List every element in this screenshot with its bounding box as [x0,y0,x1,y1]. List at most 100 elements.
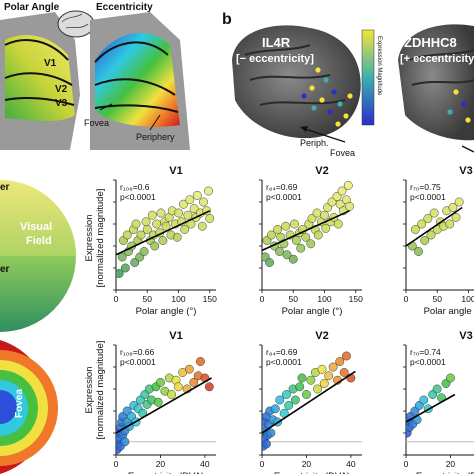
x-tick-label: 0 [260,459,265,469]
data-point [317,364,327,374]
data-point [275,247,284,256]
retinotopy-maps: Polar Angle V1 V2 V3 Eccentricity Fovea … [0,0,200,150]
data-point [301,232,311,242]
x-tick-label: 0 [404,294,409,304]
data-point [120,263,130,273]
data-point [173,382,183,392]
points [116,357,214,454]
data-point [419,395,429,405]
panel-stat: r₈₄=0.69 [266,182,298,192]
panel-title: V3 [459,165,472,177]
x-tick-label: 20 [446,459,456,469]
regression-line [262,370,356,434]
polar-visual-field-wedge [0,180,76,332]
panel-stat: r₇₀=0.74 [410,347,441,357]
data-point [281,221,291,231]
data-point [180,225,190,234]
brain2-subtitle: [+ eccentricity [400,53,474,65]
data-point [335,357,345,366]
data-point [420,236,430,245]
eccentricity-title: Eccentricity [96,2,153,13]
data-point [281,390,291,399]
data-point [296,243,306,253]
data-point [156,208,166,218]
x-axis-label: Polar angle (°) [424,306,474,317]
data-point [150,241,160,251]
data-point [313,384,323,394]
x-axis-label: Eccentricity (DVA) [128,471,204,474]
data-point [423,214,433,223]
x-axis-label: Eccentricity (DVA) [416,471,474,474]
data-point [454,197,464,207]
x-tick-label: 0 [114,459,119,469]
brain1-dots [301,67,353,127]
data-point [184,364,194,374]
polar-angle-title: Polar Angle [4,2,60,13]
data-point [262,439,271,449]
data-point [183,210,193,220]
scatter-panel-3: 0 50 100 V3 r₇₀=0.75p<0.0001 Polar angle (°) [403,165,474,317]
data-point [265,258,274,267]
data-point [158,236,168,245]
data-point [451,212,461,222]
x-tick-label: 100 [317,294,331,304]
x-tick-label: 150 [349,294,363,304]
data-point [204,382,214,392]
label-v2-map: V2 [55,84,68,95]
row2-ylabel-2: [normalized magnitude] [95,341,106,440]
label-v1-map: V1 [44,58,57,69]
panel-stat: r₇₀=0.75 [410,182,441,192]
data-point [266,428,276,438]
data-point [131,219,141,229]
polar-angle-overlay [5,35,75,122]
x-tick-label: 150 [203,294,217,304]
panel-p-value: p<0.0001 [410,357,446,367]
data-point [337,186,347,196]
data-point [167,390,177,399]
data-point [152,219,162,229]
data-point [290,395,300,405]
data-point [141,217,151,227]
data-point [319,379,329,388]
eccentricity-legend [0,340,58,474]
fovea-label-b: Fovea [330,148,355,158]
x-tick-label: 50 [289,294,299,304]
brain2-title: ZDHHC8 [404,35,457,50]
brain-icon [57,10,95,38]
data-point [306,239,316,249]
data-point [328,362,338,372]
data-point [117,252,127,262]
colorbar-label: Expression Magnitude [376,36,382,96]
data-point [120,437,130,447]
regression-line [116,377,212,434]
label-v3-map: V3 [55,98,68,109]
data-point [410,225,420,234]
panel-title: V3 [459,330,472,342]
panel-p-value: p<0.0001 [120,192,156,202]
data-point [341,351,351,361]
data-point [139,247,149,256]
scatter-panel-6: 0 20 V3 r₇₀=0.74p<0.0001 Eccentricity (DVA) [403,330,474,474]
data-point [197,221,207,231]
brain-il4r [232,25,361,139]
data-point [327,197,337,207]
points [262,351,356,451]
data-point [307,214,317,223]
data-point [445,219,455,229]
scatter-panel-5: 0 20 40 V2 r₈₄=0.69p<0.0001 Eccentricity (DVA… [259,330,362,474]
data-point [284,401,294,410]
data-point [192,190,202,200]
x-tick-label: 50 [433,294,443,304]
data-point [288,254,298,264]
data-point [445,373,455,383]
x-tick-label: 100 [461,294,474,304]
data-point [179,199,188,209]
data-point [195,357,205,366]
panel-stat: r₁₀₈=0.66 [120,347,155,357]
data-point [136,230,146,240]
data-point [432,384,442,394]
data-point [343,181,353,190]
panel-title: V2 [315,165,328,177]
x-tick-label: 50 [143,294,153,304]
data-point [189,204,199,214]
